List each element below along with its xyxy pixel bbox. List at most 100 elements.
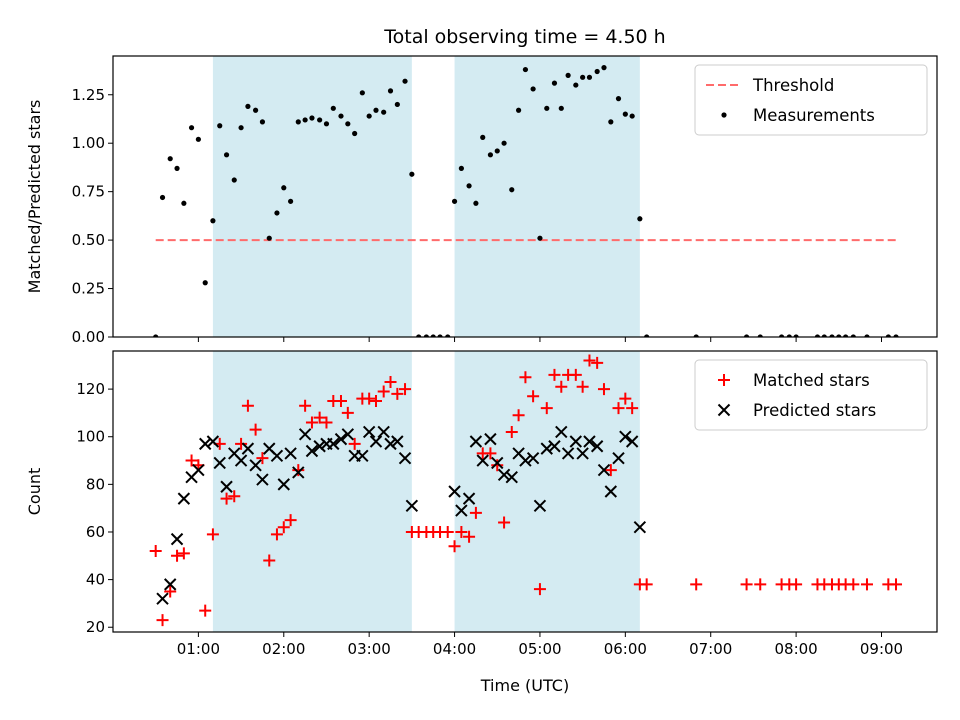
matched-stars-point: [277, 521, 290, 534]
measurements-point: [423, 334, 429, 337]
matched-stars-point: [640, 578, 653, 591]
matched-stars-point: [292, 464, 305, 477]
measurements-point: [352, 130, 358, 137]
y-tick-label: 100: [76, 428, 105, 446]
predicted-stars-point: [497, 468, 511, 482]
matched-stars-point: [604, 464, 617, 477]
matched-stars-point: [484, 447, 497, 460]
axes-frame: [112, 55, 938, 338]
measurements-point: [210, 218, 216, 224]
matched-stars-point: [199, 604, 212, 617]
measurements-point: [601, 65, 607, 71]
legend-matched-stars-swatch: [718, 374, 730, 386]
predicted-stars-point: [384, 437, 397, 451]
measurements-point: [473, 200, 479, 206]
matched-stars-series: [149, 354, 903, 627]
measurements-point: [217, 123, 223, 129]
matched-stars-point: [548, 368, 561, 381]
measurements-point: [159, 194, 166, 201]
predicted-stars-point: [377, 425, 390, 439]
matched-stars-point: [241, 399, 254, 412]
matched-stars-point: [527, 390, 540, 403]
measurements-point: [338, 113, 344, 119]
measurements-point: [359, 90, 365, 96]
plot-area: [149, 354, 903, 627]
matched-stars-point: [177, 547, 190, 560]
matched-stars-point: [313, 411, 326, 424]
y-tick-label: 20: [86, 618, 105, 636]
predicted-stars-point: [220, 480, 233, 493]
measurements-point: [394, 101, 400, 108]
count-panel: 20 40 60 80 100 120 01:00 02:00 03:00 04:00 05:00 0…: [25, 350, 938, 658]
y-axis-label: Matched/Predicted stars: [25, 100, 44, 294]
matched-stars-point: [597, 383, 610, 396]
matched-stars-point: [305, 416, 318, 429]
predicted-stars-point: [199, 437, 212, 451]
measurements-point: [266, 235, 272, 241]
legend-threshold-label: Threshold: [752, 76, 834, 95]
predicted-stars-point: [256, 473, 269, 486]
measurements-point: [757, 334, 763, 337]
measurements-point: [153, 334, 159, 337]
observing-window-1: [212, 351, 412, 632]
measurements-point: [558, 105, 564, 111]
measurements-point: [466, 183, 472, 189]
matched-stars-point: [690, 578, 703, 591]
measurements-point: [530, 86, 536, 92]
predicted-stars-point: [469, 435, 483, 448]
x-axis-label: Time (UTC): [480, 676, 569, 695]
legend-box: [694, 359, 928, 431]
matched-stars-point: [612, 402, 625, 415]
predicted-stars-point: [476, 454, 489, 467]
measurements-point: [893, 334, 899, 337]
measurements-point: [693, 334, 699, 337]
matched-stars-point: [441, 525, 454, 538]
y-tick-label: 40: [86, 571, 105, 589]
x-tick-label: 09:00: [860, 640, 903, 658]
measurements-point: [537, 235, 543, 241]
matched-stars-point: [270, 528, 283, 541]
predicted-stars-point: [284, 447, 297, 460]
legend: Matched stars Predicted stars: [694, 359, 928, 431]
predicted-stars-point: [448, 485, 461, 498]
measurements-point: [458, 165, 464, 171]
matched-stars-point: [206, 528, 219, 541]
legend: Threshold Measurements: [694, 64, 928, 136]
legend-predicted-stars-label: Predicted stars: [753, 401, 876, 420]
measurements-point: [252, 107, 259, 113]
measurements-point: [274, 210, 280, 216]
measurements-point: [430, 334, 436, 337]
predicted-stars-point: [270, 449, 284, 462]
matched-stars-point: [249, 423, 262, 436]
measurements-point: [522, 66, 529, 73]
measurements-point: [317, 117, 323, 123]
measurements-point: [573, 82, 579, 88]
predicted-stars-point: [548, 440, 561, 453]
measurements-point: [629, 113, 635, 119]
predicted-stars-point: [369, 435, 383, 448]
matched-stars-point: [790, 578, 803, 591]
measurements-point: [174, 165, 180, 171]
axes-frame: [112, 350, 938, 633]
measurements-point: [445, 334, 451, 337]
predicted-stars-point: [334, 432, 348, 446]
x-tick-label: 04:00: [433, 640, 476, 658]
plot-area: [153, 65, 899, 337]
y-tick-label: 120: [76, 380, 105, 398]
y-tick-label: 0.50: [72, 231, 105, 249]
y-tick-label: 0.25: [72, 280, 105, 298]
matched-stars-point: [469, 506, 482, 519]
predicted-stars-point: [519, 454, 532, 467]
y-tick-label: 0.75: [72, 183, 105, 201]
measurements-point: [437, 334, 443, 337]
legend-predicted-stars-swatch: [717, 403, 731, 417]
legend-box: [694, 64, 928, 136]
predicted-stars-point: [533, 499, 547, 512]
matched-stars-point: [235, 437, 248, 450]
measurements-point: [565, 72, 571, 78]
y-tick-label: 60: [86, 523, 105, 541]
measurements-point: [245, 103, 251, 109]
measurements-point: [181, 200, 187, 206]
matched-stars-point: [220, 492, 233, 505]
